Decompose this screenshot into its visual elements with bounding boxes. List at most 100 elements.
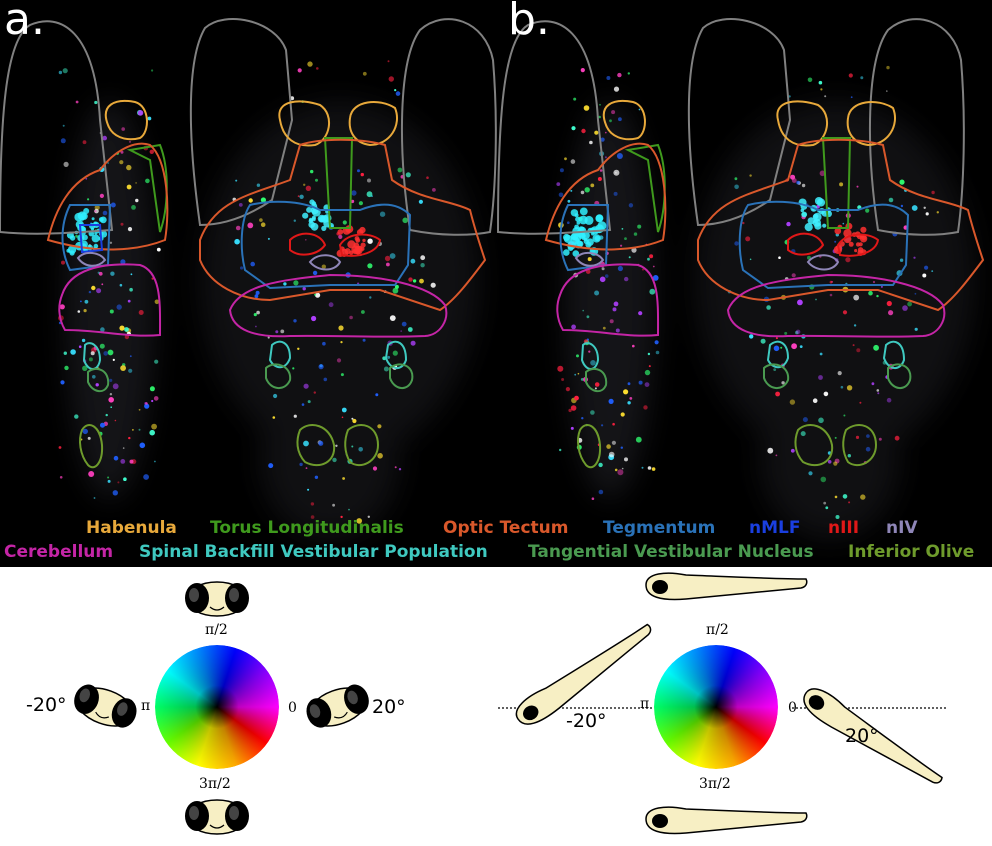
tegmentum-outline xyxy=(738,200,910,290)
signal-dot xyxy=(799,345,803,348)
optic-tectum-outline xyxy=(199,138,487,312)
signal-dot xyxy=(128,140,132,143)
signal-dot xyxy=(100,422,105,428)
signal-dot xyxy=(101,283,104,286)
habenula-outline xyxy=(776,100,828,147)
eye-outline xyxy=(401,18,497,236)
signal-dot xyxy=(149,429,155,436)
spinal-backfill-outline xyxy=(580,342,600,370)
roll-label-bottom: 3π/2 xyxy=(199,776,231,792)
signal-dot xyxy=(820,88,823,91)
signal-dot xyxy=(825,506,829,510)
signal-dot xyxy=(578,226,587,235)
signal-dot xyxy=(615,171,617,174)
signal-dot xyxy=(856,348,861,353)
signal-dot xyxy=(742,221,745,225)
signal-dot xyxy=(418,199,423,204)
signal-dot xyxy=(606,76,611,80)
signal-dot xyxy=(557,365,564,372)
signal-dot xyxy=(839,182,844,187)
pitch-label-left: π xyxy=(640,696,650,712)
signal-dot xyxy=(60,138,66,144)
legend-habenula: Habenula xyxy=(86,518,177,538)
signal-dot xyxy=(88,471,95,477)
signal-dot xyxy=(367,263,373,269)
signal-dot xyxy=(620,412,625,417)
signal-dot xyxy=(351,445,354,448)
signal-dot xyxy=(80,300,82,303)
signal-dot xyxy=(342,477,345,480)
tangential-vestibular-outline xyxy=(389,363,414,389)
signal-dot xyxy=(807,77,813,83)
signal-dot xyxy=(801,183,806,188)
signal-dot xyxy=(621,467,624,470)
signal-dot xyxy=(843,414,846,417)
signal-dot xyxy=(585,269,591,274)
signal-dot xyxy=(931,190,935,195)
signal-dot xyxy=(563,249,570,256)
signal-dot xyxy=(107,162,109,164)
inferior-olive-outline xyxy=(344,424,380,467)
signal-dot xyxy=(322,341,326,346)
signal-dot xyxy=(886,397,892,403)
signal-dot xyxy=(647,466,652,470)
signal-dot xyxy=(120,150,124,154)
signal-dot xyxy=(886,90,888,92)
signal-dot xyxy=(629,397,633,400)
panel-b-outlines xyxy=(496,18,985,469)
signal-dot xyxy=(145,178,150,184)
cerebellum-outline xyxy=(58,263,162,337)
signal-dot xyxy=(297,347,300,350)
signal-dot xyxy=(594,235,600,241)
signal-dot xyxy=(347,240,356,249)
signal-dot xyxy=(601,267,605,271)
signal-dot xyxy=(818,417,824,424)
signal-dot xyxy=(616,153,623,159)
signal-dot xyxy=(749,334,754,339)
cerebellum-outline xyxy=(228,273,448,338)
signal-dot xyxy=(351,190,357,196)
signal-dot xyxy=(591,497,595,501)
signal-dot xyxy=(315,292,321,298)
signal-dot xyxy=(860,494,866,500)
signal-dot xyxy=(567,199,571,203)
signal-dot xyxy=(866,434,870,438)
signal-dot xyxy=(802,417,808,423)
signal-dot xyxy=(936,211,939,214)
signal-dot xyxy=(617,469,624,476)
signal-dot xyxy=(781,381,785,385)
signal-dot xyxy=(745,236,751,242)
signal-dot xyxy=(303,183,306,186)
signal-dot xyxy=(388,76,394,82)
signal-dot xyxy=(121,127,125,131)
signal-dot xyxy=(842,222,845,225)
signal-dot xyxy=(94,100,98,105)
signal-dot xyxy=(99,193,104,198)
signal-dot xyxy=(584,187,590,193)
signal-dot xyxy=(75,100,79,104)
signal-dot xyxy=(359,226,366,234)
signal-dot xyxy=(800,431,806,437)
signal-dot xyxy=(154,359,159,364)
cerebellum-outline xyxy=(556,263,660,337)
signal-dot xyxy=(151,423,158,430)
signal-dot xyxy=(749,258,752,261)
signal-dot xyxy=(812,398,818,404)
signal-dot xyxy=(824,95,827,98)
signal-dot xyxy=(775,337,778,340)
signal-dot xyxy=(389,253,396,259)
signal-dot xyxy=(353,242,360,249)
signal-dot xyxy=(621,228,624,230)
signal-dot xyxy=(795,330,799,335)
signal-dot xyxy=(597,177,602,181)
signal-dot xyxy=(307,61,313,67)
signal-dot xyxy=(628,256,631,259)
signal-dot xyxy=(135,198,139,203)
signal-dot xyxy=(913,256,916,259)
signal-dot xyxy=(583,237,588,242)
signal-dot xyxy=(581,128,586,134)
signal-dot xyxy=(651,467,656,471)
signal-dot xyxy=(868,290,873,296)
signal-dot xyxy=(386,262,390,267)
signal-dot xyxy=(834,240,837,243)
